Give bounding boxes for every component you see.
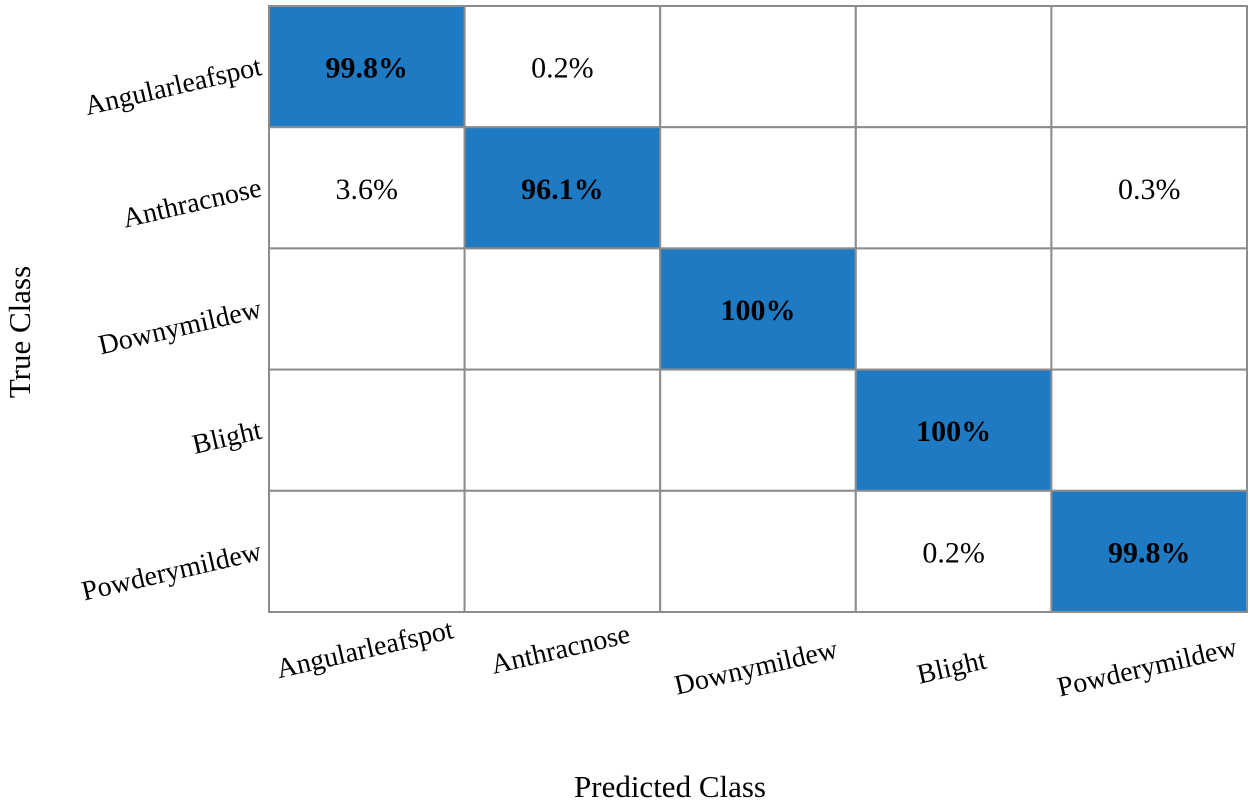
cell-value-label-r1-c0: 3.6% [336,173,399,206]
y-tick-label-1: Anthracnose [120,172,265,234]
matrix-cell-r2-c3 [854,247,1053,371]
matrix-cell-r3-c2 [659,368,857,492]
matrix-cell-r2-c2 [659,247,857,371]
matrix-cell-r4-c4 [1050,489,1249,613]
y-tick-label-4: Powderymildew [79,536,266,608]
matrix-cell-r3-c4 [1050,368,1249,492]
cell-value-label-r1-c1: 96.1% [521,173,604,206]
matrix-cell-r2-c4 [1050,247,1249,371]
cell-value-label-r2-c2: 100% [721,294,796,327]
cell-value-label-r0-c1: 0.2% [531,52,594,85]
matrix-cell-r3-c1 [463,368,662,492]
cell-value-label-r1-c4: 0.3% [1118,173,1181,206]
matrix-cell-r4-c0 [268,489,466,613]
y-tick-label-2: Downymildew [95,293,265,361]
cell-value-label-r0-c0: 99.8% [326,52,409,85]
matrix-cell-r1-c2 [659,126,857,250]
matrix-cell-r0-c0 [268,5,466,129]
matrix-cells [268,5,1249,613]
matrix-cell-r0-c3 [854,5,1053,129]
cell-value-label-r3-c3: 100% [916,415,991,448]
y-tick-label-0: Angularleafspot [82,51,265,122]
matrix-cell-labels: 99.8% 0.2% 3.6% 96.1% 0.3% 100% 100% 0.2% 99.8% [326,52,1191,570]
y-tick-label-3: Blight [189,415,264,461]
x-axis-title: Predicted Class [574,769,766,804]
cell-value-label-r4-c3: 0.2% [922,536,985,569]
x-tick-label-1: Anthracnose [488,619,633,681]
matrix-cell-r1-c0 [268,126,466,250]
matrix-cell-r1-c3 [854,126,1053,250]
matrix-cell-r4-c1 [463,489,662,613]
matrix-cell-r0-c2 [659,5,857,129]
matrix-cell-r2-c1 [463,247,662,371]
x-tick-label-0: Angularleafspot [274,614,457,685]
x-tick-label-3: Blight [914,645,989,691]
matrix-cell-r0-c1 [463,5,662,129]
x-axis-tick-labels: Angularleafspot Anthracnose Downymildew Bli… [274,614,1241,703]
x-tick-label-2: Downymildew [672,634,842,702]
matrix-cell-r3-c3 [854,368,1053,492]
matrix-cell-r3-c0 [268,368,466,492]
matrix-cell-r2-c0 [268,247,466,371]
matrix-cell-r1-c4 [1050,126,1249,250]
x-tick-label-4: Powderymildew [1054,632,1241,704]
y-axis-title: True Class [2,266,37,398]
matrix-cell-r4-c2 [659,489,857,613]
matrix-cell-r0-c4 [1050,5,1249,129]
y-axis-tick-labels: Angularleafspot Anthracnose Downymildew Bli… [79,51,266,607]
cell-value-label-r4-c4: 99.8% [1108,536,1191,569]
